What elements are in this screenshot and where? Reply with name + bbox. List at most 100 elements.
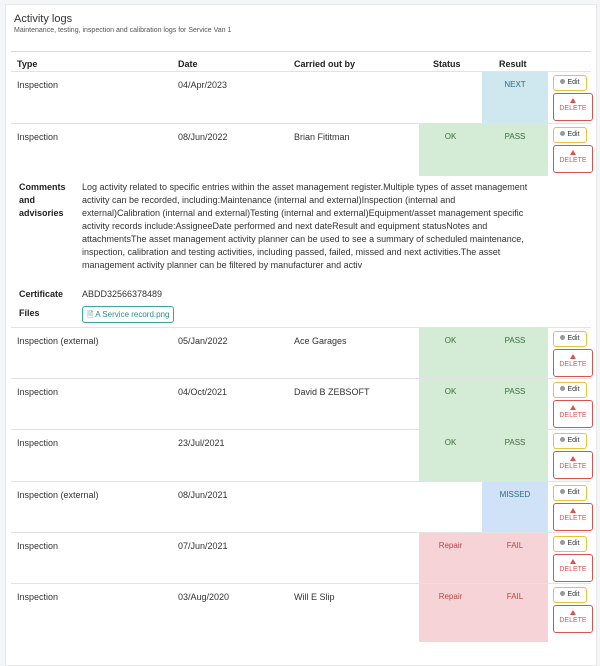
result-cell: PASS: [482, 430, 548, 482]
edit-icon: [560, 131, 566, 136]
table-row: OK PASS Inspection 23/Jul/2021 Edit DELE…: [11, 429, 593, 482]
row-date: 08/Jun/2022: [178, 132, 228, 142]
status-text: Repair: [438, 592, 463, 601]
edit-button[interactable]: Edit: [553, 433, 587, 449]
result-cell: FAIL: [482, 533, 548, 584]
edit-icon: [560, 489, 566, 494]
warning-icon: [570, 610, 576, 615]
status-text: OK: [444, 438, 457, 447]
table-row: MISSED Inspection (external) 08/Jun/2021…: [11, 481, 593, 533]
comments-label: Comments and advisories: [19, 182, 66, 218]
delete-button[interactable]: DELETE: [553, 93, 593, 121]
result-text: FAIL: [506, 592, 524, 601]
file-attachment-link[interactable]: 🗎 A Service record.png: [82, 306, 175, 323]
row-date: 07/Jun/2021: [178, 541, 228, 551]
edit-button[interactable]: Edit: [553, 587, 587, 603]
delete-button[interactable]: DELETE: [553, 605, 593, 633]
row-carried-out-by: Brian Fititman: [294, 132, 350, 142]
edit-icon: [560, 335, 566, 340]
status-cell: OK: [419, 124, 482, 176]
edit-icon: [560, 437, 566, 442]
edit-button[interactable]: Edit: [553, 331, 587, 347]
result-cell: MISSED: [482, 482, 548, 533]
row-type: Inspection: [17, 132, 59, 142]
row-date: 05/Jan/2022: [178, 336, 228, 346]
warning-icon: [570, 150, 576, 155]
activity-logs-panel: Activity logs Maintenance, testing, insp…: [5, 4, 597, 666]
column-header-status: Status: [433, 59, 461, 69]
column-header-type: Type: [17, 59, 38, 69]
warning-icon: [570, 405, 576, 410]
certificate-value: ABDD32566378489: [82, 289, 163, 299]
edit-button[interactable]: Edit: [553, 75, 587, 91]
result-cell: FAIL: [482, 584, 548, 642]
edit-icon: [560, 540, 566, 545]
row-date: 03/Aug/2020: [178, 592, 230, 602]
table-row: OK PASS Inspection 04/Oct/2021 David B Z…: [11, 378, 593, 430]
column-header-result: Result: [499, 59, 527, 69]
table-row: NEXT Inspection 04/Apr/2023 Edit DELETE: [11, 71, 593, 123]
panel-title: Activity logs: [14, 13, 73, 25]
row-date: 04/Oct/2021: [178, 387, 228, 397]
column-header-date: Date: [178, 59, 198, 69]
status-cell: OK: [419, 430, 482, 482]
edit-button[interactable]: Edit: [553, 382, 587, 398]
warning-icon: [570, 98, 576, 103]
delete-button[interactable]: DELETE: [553, 451, 593, 479]
status-cell: Repair: [419, 584, 482, 642]
result-cell: PASS: [482, 328, 548, 379]
result-text: NEXT: [504, 80, 526, 89]
edit-icon: [560, 79, 566, 84]
warning-icon: [570, 559, 576, 564]
row-date: 08/Jun/2021: [178, 490, 228, 500]
status-cell: Repair: [419, 533, 482, 584]
delete-button[interactable]: DELETE: [553, 145, 593, 173]
result-cell: PASS: [482, 124, 548, 176]
file-icon: 🗎: [87, 310, 94, 319]
result-cell: NEXT: [482, 72, 548, 123]
delete-button[interactable]: DELETE: [553, 400, 593, 428]
row-type: Inspection: [17, 541, 59, 551]
delete-button[interactable]: DELETE: [553, 349, 593, 377]
column-header-carried-out-by: Carried out by: [294, 59, 356, 69]
warning-icon: [570, 354, 576, 359]
row-type: Inspection (external): [17, 336, 99, 346]
warning-icon: [570, 456, 576, 461]
table-row: Repair FAIL Inspection 07/Jun/2021 Edit …: [11, 532, 593, 584]
comments-text: Log activity related to specific entries…: [82, 182, 528, 270]
delete-button[interactable]: DELETE: [553, 554, 593, 582]
table-row: OK PASS Inspection 08/Jun/2022 Brian Fit…: [11, 123, 593, 176]
edit-button[interactable]: Edit: [553, 536, 587, 552]
result-text: PASS: [504, 438, 526, 447]
row-type: Inspection: [17, 387, 59, 397]
row-carried-out-by: David B ZEBSOFT: [294, 387, 370, 397]
table-row: Repair FAIL Inspection 03/Aug/2020 Will …: [11, 583, 593, 642]
table-row: OK PASS Inspection (external) 05/Jan/202…: [11, 327, 593, 379]
status-text: Repair: [438, 541, 463, 550]
row-type: Inspection: [17, 80, 59, 90]
header-divider: [11, 51, 591, 52]
row-carried-out-by: Ace Garages: [294, 336, 347, 346]
result-text: PASS: [504, 387, 526, 396]
row-date: 04/Apr/2023: [178, 80, 228, 90]
result-text: MISSED: [499, 490, 531, 499]
row-type: Inspection: [17, 438, 59, 448]
status-text: OK: [444, 336, 457, 345]
edit-button[interactable]: Edit: [553, 127, 587, 143]
row-date: 23/Jul/2021: [178, 438, 225, 448]
status-text: OK: [444, 132, 457, 141]
result-text: PASS: [504, 336, 526, 345]
edit-button[interactable]: Edit: [553, 485, 587, 501]
edit-icon: [560, 386, 566, 391]
certificate-label: Certificate: [19, 289, 64, 299]
delete-button[interactable]: DELETE: [553, 503, 593, 531]
result-text: FAIL: [506, 541, 524, 550]
warning-icon: [570, 508, 576, 513]
panel-subtitle: Maintenance, testing, inspection and cal…: [14, 27, 232, 34]
row-type: Inspection: [17, 592, 59, 602]
status-text: OK: [444, 387, 457, 396]
files-label: Files: [19, 308, 40, 318]
result-cell: PASS: [482, 379, 548, 430]
row-carried-out-by: Will E Slip: [294, 592, 335, 602]
status-cell: OK: [419, 328, 482, 379]
